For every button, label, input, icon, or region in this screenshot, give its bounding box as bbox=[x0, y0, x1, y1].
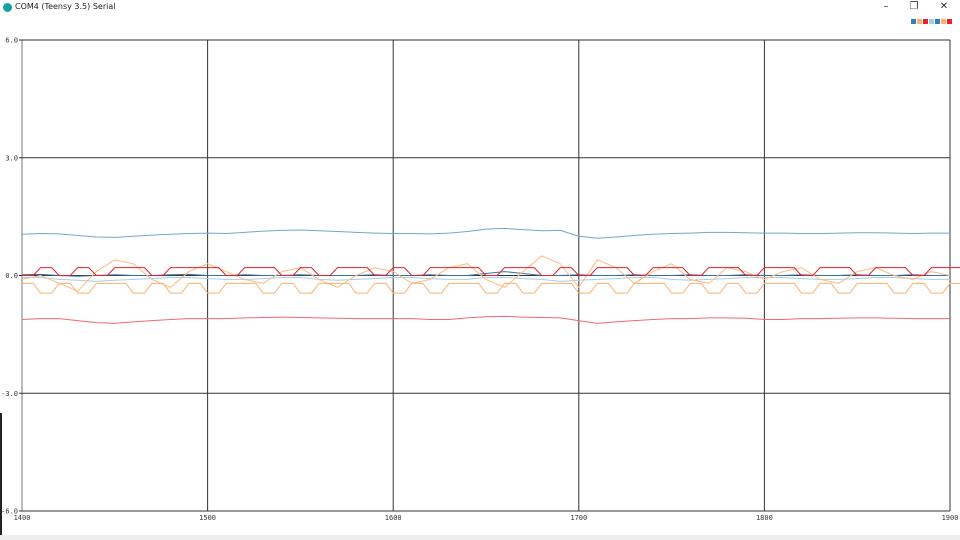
x-tick-label: 1400 bbox=[14, 514, 31, 522]
close-button[interactable]: ✕ bbox=[939, 1, 949, 12]
legend-swatch bbox=[911, 19, 916, 24]
x-tick-label: 1500 bbox=[199, 514, 216, 522]
window-edge bbox=[0, 413, 2, 540]
x-tick-label: 1900 bbox=[942, 514, 959, 522]
window-title: COM4 (Teensy 3.5) Serial bbox=[15, 2, 116, 11]
series-line-2 bbox=[22, 276, 950, 282]
y-tick-label: -3.0 bbox=[1, 390, 18, 398]
x-tick-label: 1700 bbox=[570, 514, 587, 522]
title-bar: COM4 (Teensy 3.5) Serial – ❐ ✕ bbox=[0, 0, 960, 16]
series-line-0 bbox=[21, 227, 950, 239]
legend-swatch bbox=[929, 19, 934, 24]
y-tick-label: -6.0 bbox=[1, 508, 18, 516]
series-line-6 bbox=[22, 267, 960, 276]
bottom-toolbar bbox=[0, 535, 960, 540]
series-line-5 bbox=[22, 282, 960, 294]
y-tick-label: 0.0 bbox=[5, 272, 18, 280]
y-tick-label: 6.0 bbox=[5, 37, 18, 45]
legend-swatch bbox=[917, 19, 922, 24]
series-legend bbox=[911, 19, 952, 24]
restore-button[interactable]: ❐ bbox=[909, 1, 919, 12]
series-line-1 bbox=[21, 315, 950, 324]
legend-swatch bbox=[923, 19, 928, 24]
y-tick-label: 3.0 bbox=[5, 154, 18, 162]
arduino-icon bbox=[3, 3, 12, 12]
legend-swatch bbox=[947, 19, 952, 24]
x-tick-label: 1600 bbox=[385, 514, 402, 522]
x-tick-label: 1800 bbox=[756, 514, 773, 522]
series-line-3 bbox=[21, 271, 950, 277]
legend-swatch bbox=[941, 19, 946, 24]
legend-swatch bbox=[935, 19, 940, 24]
minimize-button[interactable]: – bbox=[883, 1, 889, 12]
